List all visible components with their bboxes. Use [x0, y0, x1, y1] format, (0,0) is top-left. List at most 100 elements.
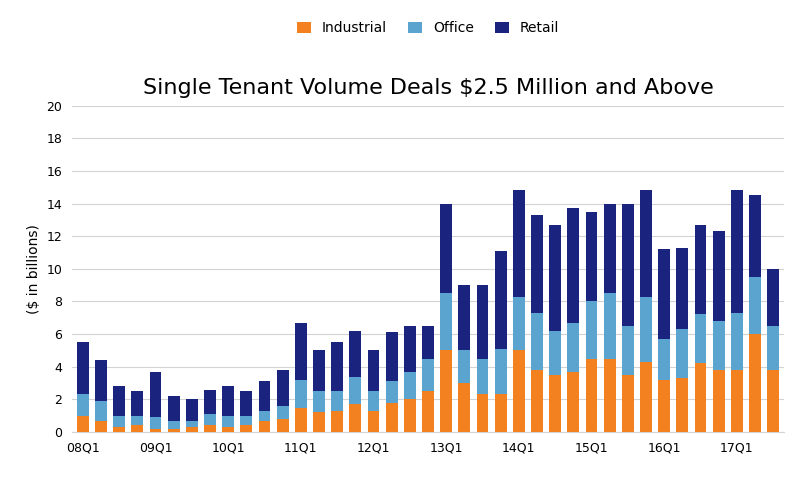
Bar: [168, 429, 180, 432]
Legend: Industrial, Office, Retail: Industrial, Office, Retail: [297, 21, 559, 35]
Bar: [440, 293, 452, 350]
Bar: [404, 326, 416, 372]
Bar: [277, 406, 289, 419]
Bar: [550, 225, 561, 331]
Bar: [658, 339, 670, 380]
Bar: [150, 429, 162, 432]
Bar: [222, 416, 234, 427]
Bar: [494, 251, 506, 349]
Bar: [640, 362, 652, 432]
Bar: [731, 313, 742, 370]
Bar: [550, 331, 561, 375]
Bar: [604, 204, 615, 293]
Bar: [277, 370, 289, 406]
Bar: [531, 313, 543, 370]
Bar: [676, 378, 688, 432]
Bar: [749, 195, 761, 277]
Bar: [114, 416, 125, 427]
Title: Single Tenant Volume Deals $2.5 Million and Above: Single Tenant Volume Deals $2.5 Million …: [142, 79, 714, 98]
Bar: [513, 297, 525, 350]
Bar: [694, 363, 706, 432]
Bar: [277, 419, 289, 432]
Bar: [494, 349, 506, 395]
Bar: [114, 427, 125, 432]
Bar: [422, 326, 434, 359]
Bar: [731, 191, 742, 313]
Bar: [713, 370, 725, 432]
Bar: [331, 342, 343, 391]
Bar: [622, 326, 634, 375]
Bar: [241, 425, 252, 432]
Bar: [331, 391, 343, 411]
Bar: [567, 323, 579, 372]
Bar: [713, 231, 725, 321]
Bar: [186, 420, 198, 427]
Bar: [131, 416, 143, 425]
Bar: [131, 425, 143, 432]
Bar: [77, 342, 89, 395]
Bar: [422, 359, 434, 391]
Bar: [186, 399, 198, 420]
Bar: [586, 301, 598, 359]
Bar: [313, 391, 325, 412]
Bar: [513, 350, 525, 432]
Bar: [767, 370, 779, 432]
Bar: [222, 386, 234, 416]
Bar: [713, 321, 725, 370]
Bar: [331, 411, 343, 432]
Bar: [622, 375, 634, 432]
Bar: [295, 408, 306, 432]
Bar: [241, 416, 252, 425]
Bar: [658, 249, 670, 339]
Y-axis label: ($ in billions): ($ in billions): [27, 224, 41, 314]
Bar: [458, 383, 470, 432]
Bar: [368, 350, 379, 391]
Bar: [458, 350, 470, 383]
Bar: [658, 380, 670, 432]
Bar: [295, 323, 306, 380]
Bar: [676, 248, 688, 329]
Bar: [350, 331, 362, 376]
Bar: [386, 333, 398, 382]
Bar: [258, 411, 270, 420]
Bar: [567, 372, 579, 432]
Bar: [350, 404, 362, 432]
Bar: [694, 225, 706, 314]
Bar: [440, 204, 452, 293]
Bar: [440, 350, 452, 432]
Bar: [640, 297, 652, 362]
Bar: [513, 191, 525, 297]
Bar: [204, 414, 216, 425]
Bar: [204, 425, 216, 432]
Bar: [368, 391, 379, 411]
Bar: [168, 396, 180, 420]
Bar: [694, 314, 706, 363]
Bar: [422, 391, 434, 432]
Bar: [313, 412, 325, 432]
Bar: [77, 416, 89, 432]
Bar: [404, 399, 416, 432]
Bar: [404, 372, 416, 399]
Bar: [368, 411, 379, 432]
Bar: [622, 204, 634, 326]
Bar: [150, 417, 162, 429]
Bar: [731, 370, 742, 432]
Bar: [458, 285, 470, 350]
Bar: [95, 401, 107, 420]
Bar: [186, 427, 198, 432]
Bar: [241, 391, 252, 416]
Bar: [477, 395, 488, 432]
Bar: [586, 212, 598, 301]
Bar: [386, 382, 398, 403]
Bar: [168, 420, 180, 429]
Bar: [531, 215, 543, 313]
Bar: [313, 350, 325, 391]
Bar: [640, 191, 652, 297]
Bar: [767, 326, 779, 370]
Bar: [350, 376, 362, 404]
Bar: [295, 380, 306, 408]
Bar: [550, 375, 561, 432]
Bar: [767, 269, 779, 326]
Bar: [258, 420, 270, 432]
Bar: [494, 395, 506, 432]
